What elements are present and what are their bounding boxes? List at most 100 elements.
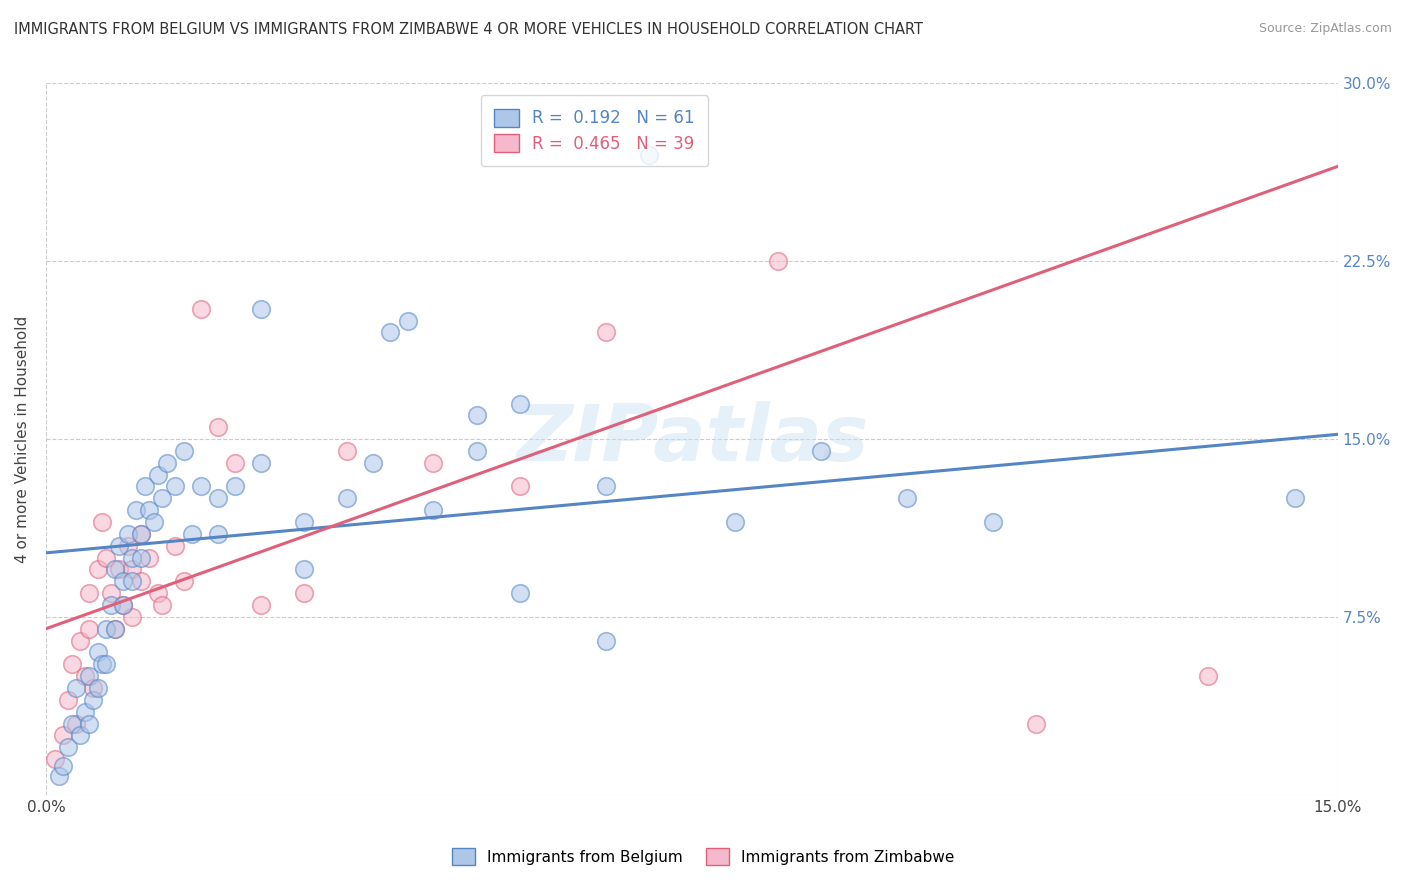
- Point: [91, 515, 114, 529]
- Point: [981, 515, 1004, 529]
- Point: [121, 610, 143, 624]
- Point: [190, 301, 212, 316]
- Point: [77, 586, 100, 600]
- Point: [336, 444, 359, 458]
- Point: [165, 479, 187, 493]
- Point: [96, 622, 118, 636]
- Point: [112, 598, 135, 612]
- Point: [104, 562, 127, 576]
- Point: [121, 562, 143, 576]
- Point: [396, 313, 419, 327]
- Point: [292, 515, 315, 529]
- Point: [465, 409, 488, 423]
- Point: [82, 681, 104, 695]
- Point: [56, 740, 79, 755]
- Point: [77, 716, 100, 731]
- Text: IMMIGRANTS FROM BELGIUM VS IMMIGRANTS FROM ZIMBABWE 4 OR MORE VEHICLES IN HOUSEH: IMMIGRANTS FROM BELGIUM VS IMMIGRANTS FR…: [14, 22, 924, 37]
- Point: [104, 622, 127, 636]
- Point: [117, 527, 139, 541]
- Point: [422, 503, 444, 517]
- Point: [766, 254, 789, 268]
- Point: [1284, 491, 1306, 506]
- Point: [896, 491, 918, 506]
- Point: [250, 301, 273, 316]
- Point: [69, 728, 91, 742]
- Point: [595, 633, 617, 648]
- Legend: Immigrants from Belgium, Immigrants from Zimbabwe: Immigrants from Belgium, Immigrants from…: [446, 842, 960, 871]
- Legend: R =  0.192   N = 61, R =  0.465   N = 39: R = 0.192 N = 61, R = 0.465 N = 39: [481, 95, 709, 166]
- Point: [108, 562, 131, 576]
- Point: [77, 622, 100, 636]
- Point: [1198, 669, 1220, 683]
- Point: [44, 752, 66, 766]
- Point: [190, 479, 212, 493]
- Point: [112, 598, 135, 612]
- Point: [1025, 716, 1047, 731]
- Point: [86, 645, 108, 659]
- Point: [509, 396, 531, 410]
- Point: [117, 539, 139, 553]
- Point: [77, 669, 100, 683]
- Point: [637, 147, 659, 161]
- Point: [91, 657, 114, 672]
- Point: [810, 444, 832, 458]
- Point: [422, 456, 444, 470]
- Point: [129, 574, 152, 589]
- Point: [52, 728, 75, 742]
- Point: [112, 574, 135, 589]
- Point: [73, 669, 96, 683]
- Point: [509, 479, 531, 493]
- Point: [48, 769, 70, 783]
- Point: [138, 503, 160, 517]
- Point: [292, 562, 315, 576]
- Point: [224, 479, 246, 493]
- Text: ZIPatlas: ZIPatlas: [516, 401, 868, 477]
- Point: [146, 467, 169, 482]
- Point: [100, 586, 122, 600]
- Point: [129, 550, 152, 565]
- Point: [207, 527, 229, 541]
- Point: [595, 479, 617, 493]
- Point: [125, 503, 148, 517]
- Point: [181, 527, 204, 541]
- Point: [82, 693, 104, 707]
- Point: [150, 598, 173, 612]
- Point: [146, 586, 169, 600]
- Point: [173, 444, 195, 458]
- Point: [60, 716, 83, 731]
- Point: [96, 550, 118, 565]
- Point: [142, 515, 165, 529]
- Point: [165, 539, 187, 553]
- Point: [336, 491, 359, 506]
- Point: [207, 420, 229, 434]
- Y-axis label: 4 or more Vehicles in Household: 4 or more Vehicles in Household: [15, 316, 30, 563]
- Point: [250, 456, 273, 470]
- Point: [155, 456, 177, 470]
- Point: [65, 681, 87, 695]
- Point: [100, 598, 122, 612]
- Point: [465, 444, 488, 458]
- Point: [361, 456, 384, 470]
- Point: [380, 326, 402, 340]
- Point: [108, 539, 131, 553]
- Point: [207, 491, 229, 506]
- Point: [69, 633, 91, 648]
- Point: [134, 479, 156, 493]
- Point: [724, 515, 747, 529]
- Point: [86, 681, 108, 695]
- Point: [52, 759, 75, 773]
- Point: [129, 527, 152, 541]
- Point: [73, 705, 96, 719]
- Point: [138, 550, 160, 565]
- Text: Source: ZipAtlas.com: Source: ZipAtlas.com: [1258, 22, 1392, 36]
- Point: [121, 550, 143, 565]
- Point: [96, 657, 118, 672]
- Point: [129, 527, 152, 541]
- Point: [86, 562, 108, 576]
- Point: [595, 326, 617, 340]
- Point: [104, 622, 127, 636]
- Point: [292, 586, 315, 600]
- Point: [173, 574, 195, 589]
- Point: [65, 716, 87, 731]
- Point: [121, 574, 143, 589]
